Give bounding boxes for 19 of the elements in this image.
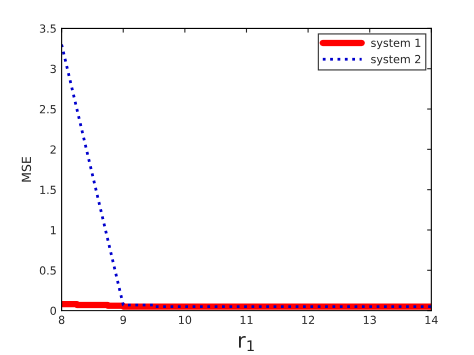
y-tick-label: 3: [50, 64, 56, 74]
x-tick-label: 9: [120, 316, 126, 324]
x-tick-label: 8: [58, 316, 64, 324]
legend-label: system 2: [371, 54, 420, 66]
x-tick-label: 11: [240, 316, 253, 324]
y-tick-label: 0: [50, 306, 56, 316]
y-tick-label: 1: [50, 226, 56, 234]
y-tick-label: 3.5: [40, 24, 56, 33]
y-axis-title: MSE: [22, 157, 32, 182]
y-tick-label: 1.5: [40, 186, 56, 194]
legend-label: system 1: [371, 38, 420, 50]
y-tick-label: 2.5: [40, 105, 56, 114]
x-tick-label: 10: [179, 316, 192, 324]
y-tick-label: 2: [50, 145, 56, 154]
x-tick-label: 13: [364, 316, 376, 324]
x-axis-title: r$_{1}$: [238, 336, 254, 352]
y-tick-label: 0.5: [40, 266, 56, 275]
x-tick-label: 12: [302, 316, 314, 324]
x-tick-label: 14: [425, 316, 438, 324]
